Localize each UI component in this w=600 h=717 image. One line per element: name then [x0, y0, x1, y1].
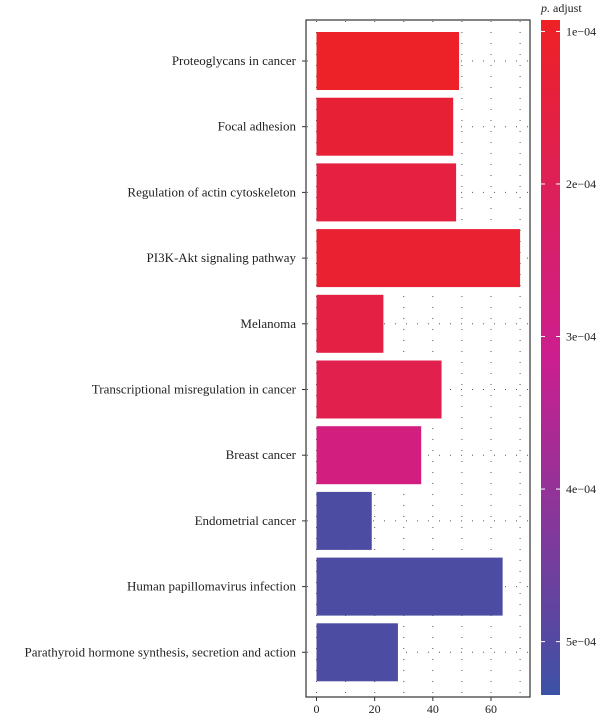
category-label: Proteoglycans in cancer	[172, 53, 297, 68]
category-label: Regulation of actin cytoskeleton	[127, 184, 296, 199]
category-label: Transcriptional misregulation in cancer	[92, 382, 297, 397]
legend-tick-label: 4e−04	[566, 482, 596, 496]
category-labels: Proteoglycans in cancer Focal adhesion Reg…	[25, 53, 306, 659]
x-tick-label: 20	[369, 702, 381, 716]
bar	[316, 32, 460, 90]
bar	[316, 491, 372, 550]
legend-title-prefix: p.	[540, 1, 550, 15]
bar	[316, 623, 398, 682]
x-tick-label: 60	[485, 702, 497, 716]
category-label: Human papillomavirus infection	[127, 579, 296, 594]
x-axis: 0 20 40 60	[314, 697, 497, 716]
legend-title: p. adjust	[540, 1, 582, 15]
bar	[316, 229, 521, 288]
category-label: PI3K-Akt signaling pathway	[147, 250, 297, 265]
legend-tick-label: 3e−04	[566, 330, 596, 344]
bar	[316, 426, 422, 485]
plot-panel-border	[305, 19, 531, 698]
legend-title-suffix: adjust	[550, 1, 582, 15]
category-label: Parathyroid hormone synthesis, secretion…	[25, 644, 297, 659]
color-legend: p. adjust 1e−04 2e−04 3e−04 4e−04 5e−04	[540, 1, 596, 695]
category-label: Endometrial cancer	[195, 513, 297, 528]
bar	[316, 294, 384, 353]
bars	[316, 32, 521, 682]
legend-color-bar	[541, 20, 560, 695]
category-label: Breast cancer	[226, 447, 297, 462]
category-label: Focal adhesion	[218, 119, 297, 134]
legend-tick-label: 5e−04	[566, 635, 596, 649]
bar	[316, 97, 454, 156]
legend-ticks: 1e−04 2e−04 3e−04 4e−04 5e−04	[541, 24, 596, 649]
x-tick-label: 0	[314, 702, 320, 716]
legend-tick-label: 1e−04	[566, 24, 596, 38]
category-label: Melanoma	[240, 316, 296, 331]
bar	[316, 557, 503, 616]
x-tick-label: 40	[427, 702, 439, 716]
bar	[316, 360, 442, 419]
bar	[316, 163, 457, 222]
legend-tick-label: 2e−04	[566, 177, 596, 191]
